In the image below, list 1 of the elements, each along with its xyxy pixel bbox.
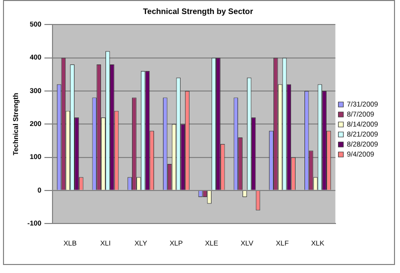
chart-title: Technical Strength by Sector bbox=[142, 7, 254, 16]
